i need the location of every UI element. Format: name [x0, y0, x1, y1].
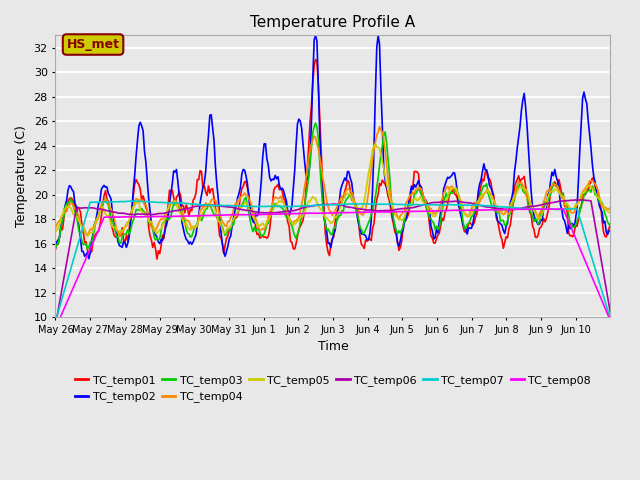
TC_temp05: [403, 207, 411, 213]
TC_temp05: [372, 141, 380, 147]
TC_temp05: [455, 195, 463, 201]
TC_temp08: [455, 207, 463, 213]
TC_temp06: [118, 210, 126, 216]
TC_temp07: [118, 199, 126, 204]
TC_temp04: [403, 198, 411, 204]
TC_temp02: [403, 210, 411, 216]
TC_temp05: [234, 209, 241, 215]
TC_temp01: [153, 256, 161, 262]
TC_temp01: [273, 184, 280, 190]
TC_temp03: [458, 208, 465, 214]
TC_temp01: [458, 214, 465, 219]
TC_temp08: [452, 207, 460, 213]
Line: TC_temp01: TC_temp01: [56, 60, 611, 259]
TC_temp02: [455, 202, 463, 207]
TC_temp02: [85, 256, 93, 262]
TC_temp01: [403, 214, 411, 220]
TC_temp02: [607, 228, 614, 233]
TC_temp04: [455, 193, 463, 199]
TC_temp05: [52, 228, 60, 234]
TC_temp04: [116, 233, 124, 239]
TC_temp03: [455, 192, 463, 198]
TC_temp08: [271, 211, 279, 217]
TC_temp01: [118, 225, 126, 231]
Line: TC_temp05: TC_temp05: [56, 144, 611, 236]
TC_temp03: [84, 246, 92, 252]
TC_temp06: [401, 205, 408, 211]
TC_temp03: [234, 209, 241, 215]
TC_temp04: [52, 225, 60, 231]
TC_temp01: [52, 247, 60, 252]
TC_temp05: [84, 233, 92, 239]
TC_temp03: [120, 232, 127, 238]
TC_temp02: [273, 176, 280, 181]
TC_temp07: [402, 202, 410, 208]
Line: TC_temp03: TC_temp03: [56, 123, 611, 249]
TC_temp01: [607, 222, 614, 228]
TC_temp06: [577, 197, 585, 203]
TC_temp04: [273, 195, 280, 201]
TC_temp06: [452, 198, 460, 204]
TC_temp05: [458, 202, 465, 207]
Line: TC_temp08: TC_temp08: [56, 209, 611, 328]
X-axis label: Time: Time: [317, 340, 348, 353]
TC_temp07: [234, 203, 241, 209]
TC_temp07: [132, 198, 140, 204]
TC_temp05: [607, 210, 614, 216]
TC_temp08: [401, 209, 408, 215]
TC_temp06: [52, 323, 60, 328]
TC_temp04: [234, 197, 241, 203]
TC_temp07: [52, 318, 60, 324]
TC_temp08: [607, 318, 614, 324]
Legend: TC_temp01, TC_temp02, TC_temp03, TC_temp04, TC_temp05, TC_temp06, TC_temp07, TC_: TC_temp01, TC_temp02, TC_temp03, TC_temp…: [70, 371, 595, 407]
TC_temp02: [312, 33, 319, 38]
TC_temp08: [559, 206, 567, 212]
TC_temp01: [455, 204, 463, 210]
TC_temp06: [232, 205, 240, 211]
TC_temp03: [607, 220, 614, 226]
TC_temp04: [607, 204, 614, 210]
TC_temp06: [271, 210, 279, 216]
TC_temp07: [273, 204, 280, 209]
TC_temp02: [458, 215, 465, 221]
TC_temp08: [118, 214, 126, 220]
Y-axis label: Temperature (C): Temperature (C): [15, 125, 28, 227]
Line: TC_temp02: TC_temp02: [56, 36, 611, 259]
TC_temp02: [52, 242, 60, 248]
TC_temp08: [52, 325, 60, 331]
TC_temp02: [120, 239, 127, 244]
TC_temp03: [312, 120, 319, 126]
TC_temp06: [607, 310, 614, 316]
TC_temp04: [120, 228, 127, 233]
Text: HS_met: HS_met: [67, 38, 120, 51]
Line: TC_temp07: TC_temp07: [56, 201, 611, 321]
TC_temp04: [376, 124, 383, 130]
TC_temp03: [403, 207, 411, 213]
TC_temp07: [607, 316, 614, 322]
TC_temp01: [312, 57, 319, 62]
Title: Temperature Profile A: Temperature Profile A: [250, 15, 415, 30]
TC_temp02: [234, 195, 241, 201]
TC_temp07: [454, 202, 461, 208]
TC_temp05: [120, 226, 127, 232]
TC_temp03: [52, 245, 60, 251]
TC_temp03: [273, 202, 280, 208]
TC_temp06: [455, 199, 463, 204]
Line: TC_temp06: TC_temp06: [56, 200, 611, 325]
TC_temp07: [456, 202, 464, 208]
TC_temp08: [232, 212, 240, 217]
TC_temp05: [273, 201, 280, 207]
TC_temp04: [458, 201, 465, 206]
TC_temp01: [234, 213, 241, 219]
Line: TC_temp04: TC_temp04: [56, 127, 611, 236]
